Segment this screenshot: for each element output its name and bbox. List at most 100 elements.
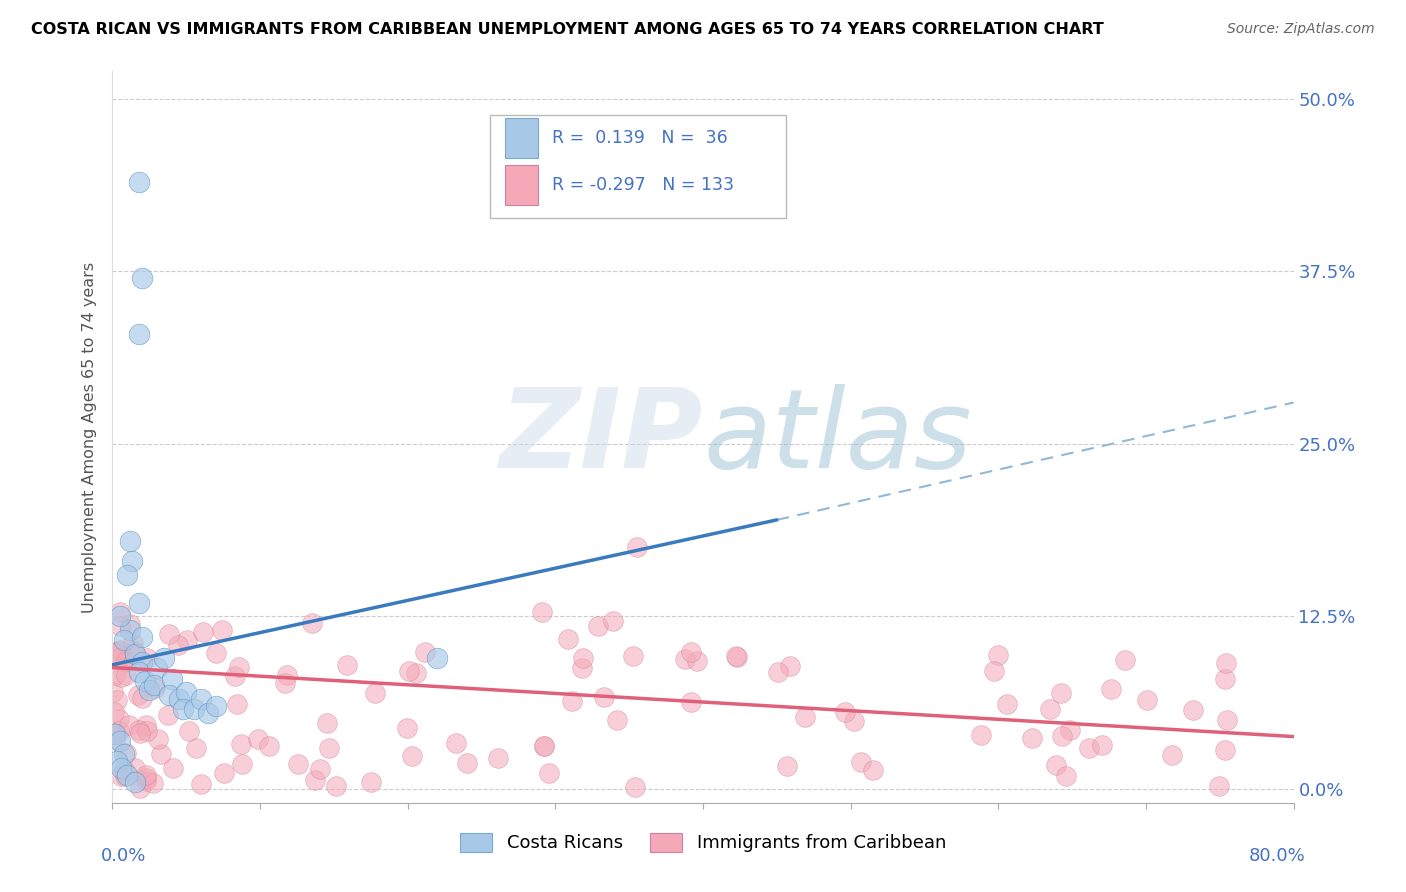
Immigrants from Caribbean (105, 693, 128, 707)
Immigrants from Caribbean (766, 665, 789, 679)
Immigrants from Caribbean (103, 706, 125, 720)
Immigrants from Caribbean (1052, 729, 1074, 743)
FancyBboxPatch shape (491, 115, 786, 218)
Immigrants from Caribbean (103, 684, 125, 698)
Immigrants from Caribbean (1136, 693, 1159, 707)
Immigrants from Caribbean (1054, 768, 1077, 782)
Immigrants from Caribbean (257, 739, 280, 753)
Costa Ricans (117, 768, 138, 782)
Immigrants from Caribbean (1182, 703, 1205, 717)
Text: R =  0.139   N =  36: R = 0.139 N = 36 (551, 129, 727, 147)
Immigrants from Caribbean (360, 774, 382, 789)
Costa Ricans (112, 632, 135, 647)
Costa Ricans (146, 660, 169, 674)
Immigrants from Caribbean (115, 747, 138, 761)
Costa Ricans (120, 533, 142, 548)
Immigrants from Caribbean (179, 724, 201, 739)
Immigrants from Caribbean (231, 737, 253, 751)
Costa Ricans (142, 678, 165, 692)
Immigrants from Caribbean (107, 643, 129, 657)
Immigrants from Caribbean (624, 780, 647, 794)
Costa Ricans (124, 647, 146, 661)
Immigrants from Caribbean (336, 658, 359, 673)
Costa Ricans (153, 651, 176, 665)
Costa Ricans (128, 175, 150, 189)
Immigrants from Caribbean (211, 623, 233, 637)
Immigrants from Caribbean (1059, 723, 1081, 737)
Costa Ricans (197, 706, 219, 720)
Immigrants from Caribbean (224, 668, 246, 682)
Immigrants from Caribbean (112, 763, 135, 777)
Immigrants from Caribbean (725, 650, 748, 665)
Immigrants from Caribbean (176, 633, 198, 648)
Immigrants from Caribbean (533, 739, 555, 754)
Immigrants from Caribbean (1213, 743, 1236, 757)
Immigrants from Caribbean (110, 670, 132, 684)
Immigrants from Caribbean (1216, 713, 1239, 727)
Costa Ricans (167, 692, 190, 706)
Immigrants from Caribbean (107, 723, 129, 738)
Immigrants from Caribbean (231, 756, 253, 771)
Immigrants from Caribbean (191, 624, 214, 639)
Immigrants from Caribbean (115, 668, 138, 682)
Immigrants from Caribbean (142, 776, 165, 790)
Immigrants from Caribbean (301, 616, 323, 631)
Immigrants from Caribbean (108, 605, 131, 619)
Immigrants from Caribbean (679, 695, 702, 709)
Immigrants from Caribbean (1114, 653, 1136, 667)
Immigrants from Caribbean (104, 733, 127, 747)
Immigrants from Caribbean (413, 645, 436, 659)
Immigrants from Caribbean (105, 646, 128, 660)
Costa Ricans (134, 674, 156, 689)
Immigrants from Caribbean (1039, 702, 1062, 716)
Costa Ricans (128, 596, 150, 610)
Immigrants from Caribbean (364, 686, 387, 700)
Immigrants from Caribbean (1091, 738, 1114, 752)
Costa Ricans (205, 699, 228, 714)
Costa Ricans (120, 624, 142, 638)
Immigrants from Caribbean (103, 726, 125, 740)
Immigrants from Caribbean (1021, 731, 1043, 745)
Costa Ricans (121, 554, 143, 568)
Immigrants from Caribbean (779, 659, 801, 673)
Immigrants from Caribbean (184, 741, 207, 756)
Immigrants from Caribbean (1161, 748, 1184, 763)
Immigrants from Caribbean (108, 643, 131, 657)
Immigrants from Caribbean (395, 721, 418, 735)
Immigrants from Caribbean (135, 768, 157, 782)
Immigrants from Caribbean (561, 694, 583, 708)
Immigrants from Caribbean (246, 731, 269, 746)
Immigrants from Caribbean (724, 648, 747, 663)
Immigrants from Caribbean (167, 638, 190, 652)
Immigrants from Caribbean (531, 605, 554, 619)
Immigrants from Caribbean (143, 681, 166, 696)
Immigrants from Caribbean (401, 748, 423, 763)
Immigrants from Caribbean (131, 690, 153, 705)
Immigrants from Caribbean (136, 723, 159, 738)
Immigrants from Caribbean (228, 660, 250, 674)
Immigrants from Caribbean (572, 651, 595, 665)
Immigrants from Caribbean (162, 760, 184, 774)
Costa Ricans (426, 651, 449, 665)
Text: Source: ZipAtlas.com: Source: ZipAtlas.com (1227, 22, 1375, 37)
Costa Ricans (190, 692, 212, 706)
Costa Ricans (138, 682, 160, 697)
Immigrants from Caribbean (146, 731, 169, 746)
Costa Ricans (117, 568, 138, 582)
Immigrants from Caribbean (862, 763, 884, 777)
Text: 0.0%: 0.0% (101, 847, 146, 864)
Immigrants from Caribbean (593, 690, 616, 705)
Immigrants from Caribbean (212, 766, 235, 780)
Costa Ricans (131, 271, 153, 285)
Immigrants from Caribbean (1215, 656, 1237, 670)
Immigrants from Caribbean (114, 655, 136, 669)
Immigrants from Caribbean (626, 541, 648, 555)
Text: 80.0%: 80.0% (1249, 847, 1305, 864)
Text: R = -0.297   N = 133: R = -0.297 N = 133 (551, 177, 734, 194)
Immigrants from Caribbean (104, 667, 127, 681)
Costa Ricans (157, 688, 180, 702)
Immigrants from Caribbean (1045, 757, 1067, 772)
Immigrants from Caribbean (135, 771, 157, 785)
Immigrants from Caribbean (983, 665, 1005, 679)
Immigrants from Caribbean (225, 698, 247, 712)
